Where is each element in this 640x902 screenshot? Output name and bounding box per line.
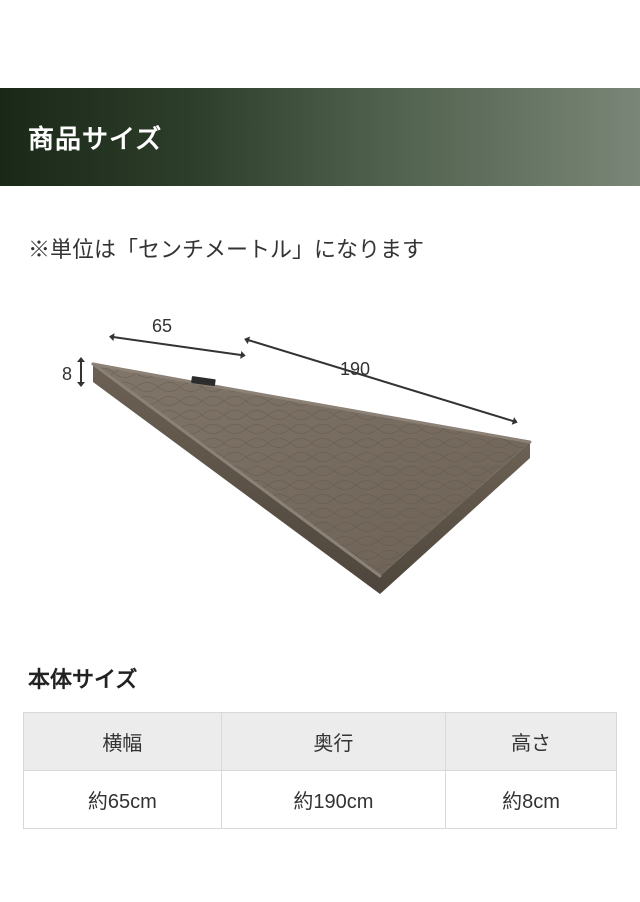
- dimension-label-height: 8: [62, 364, 72, 385]
- table-header-row: 横幅 奥行 高さ: [24, 713, 617, 771]
- size-banner: 商品サイズ: [0, 88, 640, 186]
- cell-height: 約8cm: [446, 771, 617, 829]
- dimension-arrow-height: [80, 361, 82, 383]
- size-diagram: 65 190 8: [0, 284, 640, 644]
- banner-title: 商品サイズ: [28, 119, 162, 156]
- table-row: 約65cm 約190cm 約8cm: [24, 771, 617, 829]
- dimension-label-length: 190: [340, 359, 370, 380]
- unit-note: ※単位は「センチメートル」になります: [0, 186, 640, 284]
- col-depth: 奥行: [221, 713, 446, 771]
- size-table: 横幅 奥行 高さ 約65cm 約190cm 約8cm: [23, 712, 617, 829]
- col-height: 高さ: [446, 713, 617, 771]
- cell-depth: 約190cm: [221, 771, 446, 829]
- col-width: 横幅: [24, 713, 222, 771]
- cell-width: 約65cm: [24, 771, 222, 829]
- section-title: 本体サイズ: [0, 644, 640, 712]
- dimension-label-width: 65: [152, 316, 172, 337]
- mat-illustration: [70, 324, 580, 624]
